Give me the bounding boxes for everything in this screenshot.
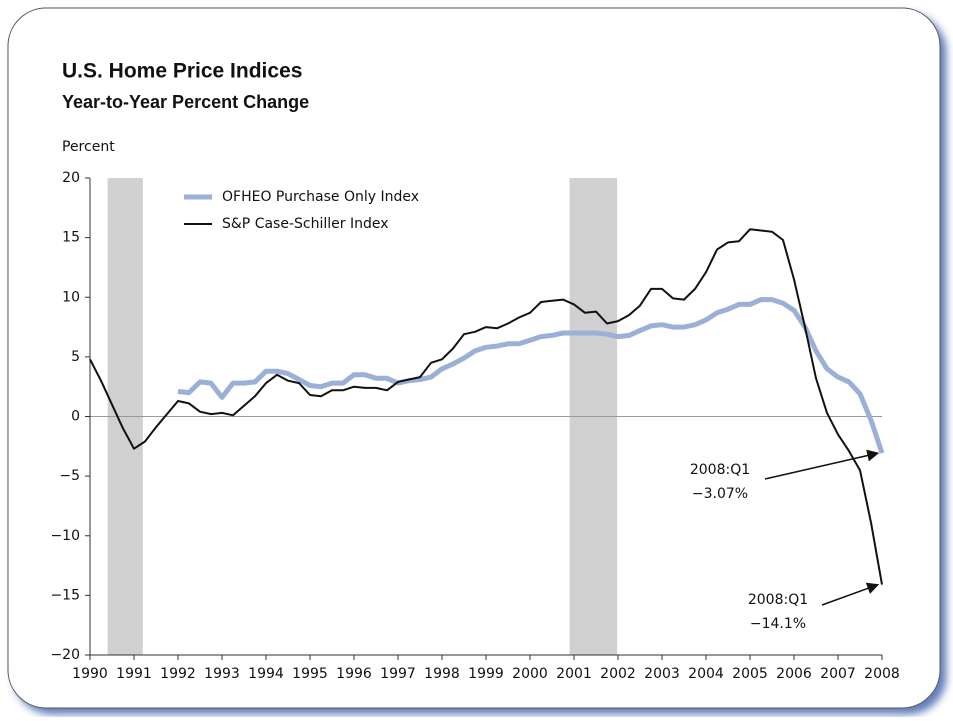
y-tick-label: 0 — [71, 409, 80, 425]
chart-subtitle: Year-to-Year Percent Change — [62, 92, 309, 112]
x-tick-label: 2000 — [512, 666, 548, 682]
y-tick-label: 10 — [62, 289, 80, 305]
x-tick-label: 1995 — [292, 666, 328, 682]
annotation-arrow — [821, 582, 880, 606]
x-tick-label: 1999 — [468, 666, 504, 682]
x-tick-label: 1998 — [424, 666, 460, 682]
x-tick-label: 2005 — [732, 666, 768, 682]
y-tick-label: 20 — [62, 170, 80, 186]
x-tick-label: 2007 — [820, 666, 856, 682]
x-tick-label: 1993 — [204, 666, 240, 682]
annotation: −14.1% — [750, 616, 806, 632]
annotation-arrow — [764, 449, 880, 480]
x-tick-label: 2006 — [776, 666, 812, 682]
series-line — [89, 228, 883, 585]
x-tick-label: 1994 — [248, 666, 284, 682]
y-tick-label: 15 — [62, 230, 80, 246]
x-tick-label: 1996 — [336, 666, 372, 682]
y-tick-label: −20 — [50, 647, 80, 663]
annotation: 2008:Q1 — [748, 592, 808, 608]
x-tick-label: 2003 — [644, 666, 680, 682]
annotation: −3.07% — [692, 486, 748, 502]
x-tick-label: 1997 — [380, 666, 416, 682]
x-tick-label: 2002 — [600, 666, 636, 682]
legend-label: S&P Case-Schiller Index — [222, 216, 389, 232]
y-tick-label: 5 — [71, 349, 80, 365]
chart-title: U.S. Home Price Indices — [62, 60, 302, 83]
x-tick-label: 1991 — [116, 666, 152, 682]
x-tick-label: 1992 — [160, 666, 196, 682]
y-tick-label: −5 — [59, 468, 80, 484]
y-tick-label: −15 — [50, 587, 80, 603]
x-tick-label: 2004 — [688, 666, 724, 682]
x-tick-label: 1990 — [72, 666, 108, 682]
legend-label: OFHEO Purchase Only Index — [222, 189, 419, 205]
annotation: 2008:Q1 — [690, 462, 750, 478]
series-line — [177, 297, 885, 454]
y-tick-label: −10 — [50, 528, 80, 544]
y-axis-label: Percent — [62, 139, 115, 155]
panel — [7, 7, 941, 709]
x-tick-label: 2008 — [864, 666, 900, 682]
x-tick-label: 2001 — [556, 666, 592, 682]
